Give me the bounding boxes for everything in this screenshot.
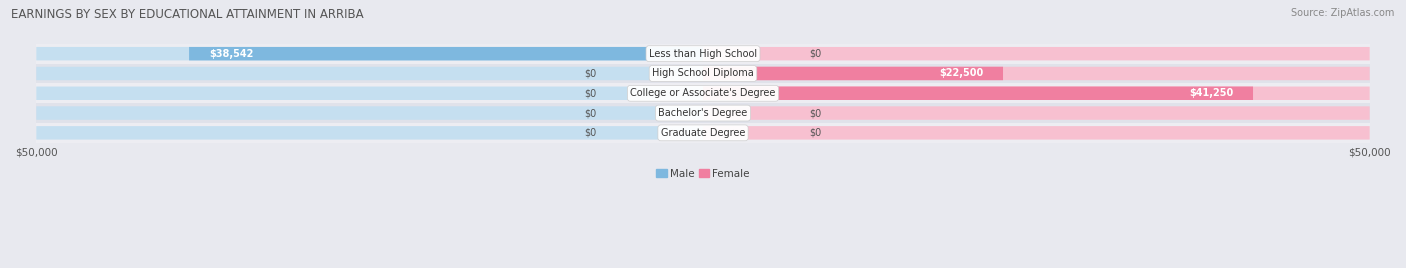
FancyBboxPatch shape bbox=[37, 106, 703, 120]
FancyBboxPatch shape bbox=[703, 126, 1369, 140]
Text: College or Associate's Degree: College or Associate's Degree bbox=[630, 88, 776, 98]
FancyBboxPatch shape bbox=[703, 87, 1253, 100]
FancyBboxPatch shape bbox=[703, 67, 1002, 80]
Text: $0: $0 bbox=[583, 68, 596, 79]
Text: $0: $0 bbox=[810, 128, 823, 138]
FancyBboxPatch shape bbox=[188, 47, 703, 60]
Bar bbox=[37, 64, 1369, 83]
FancyBboxPatch shape bbox=[703, 87, 1369, 100]
FancyBboxPatch shape bbox=[37, 87, 703, 100]
FancyBboxPatch shape bbox=[703, 47, 1369, 60]
Text: $38,542: $38,542 bbox=[209, 49, 253, 59]
FancyBboxPatch shape bbox=[37, 47, 703, 60]
Bar bbox=[37, 44, 1369, 64]
Text: $41,250: $41,250 bbox=[1188, 88, 1233, 98]
Text: $0: $0 bbox=[810, 49, 823, 59]
Bar bbox=[37, 103, 1369, 123]
Text: $0: $0 bbox=[810, 108, 823, 118]
Text: EARNINGS BY SEX BY EDUCATIONAL ATTAINMENT IN ARRIBA: EARNINGS BY SEX BY EDUCATIONAL ATTAINMEN… bbox=[11, 8, 364, 21]
Text: $22,500: $22,500 bbox=[939, 68, 983, 79]
FancyBboxPatch shape bbox=[703, 67, 1369, 80]
Text: Bachelor's Degree: Bachelor's Degree bbox=[658, 108, 748, 118]
Bar bbox=[37, 123, 1369, 143]
Text: Less than High School: Less than High School bbox=[650, 49, 756, 59]
FancyBboxPatch shape bbox=[37, 67, 703, 80]
Text: Source: ZipAtlas.com: Source: ZipAtlas.com bbox=[1291, 8, 1395, 18]
FancyBboxPatch shape bbox=[37, 126, 703, 140]
FancyBboxPatch shape bbox=[703, 106, 1369, 120]
Bar bbox=[37, 83, 1369, 103]
Legend: Male, Female: Male, Female bbox=[652, 165, 754, 183]
Text: $0: $0 bbox=[583, 88, 596, 98]
Text: $0: $0 bbox=[583, 128, 596, 138]
Text: Graduate Degree: Graduate Degree bbox=[661, 128, 745, 138]
Text: $0: $0 bbox=[583, 108, 596, 118]
Text: High School Diploma: High School Diploma bbox=[652, 68, 754, 79]
